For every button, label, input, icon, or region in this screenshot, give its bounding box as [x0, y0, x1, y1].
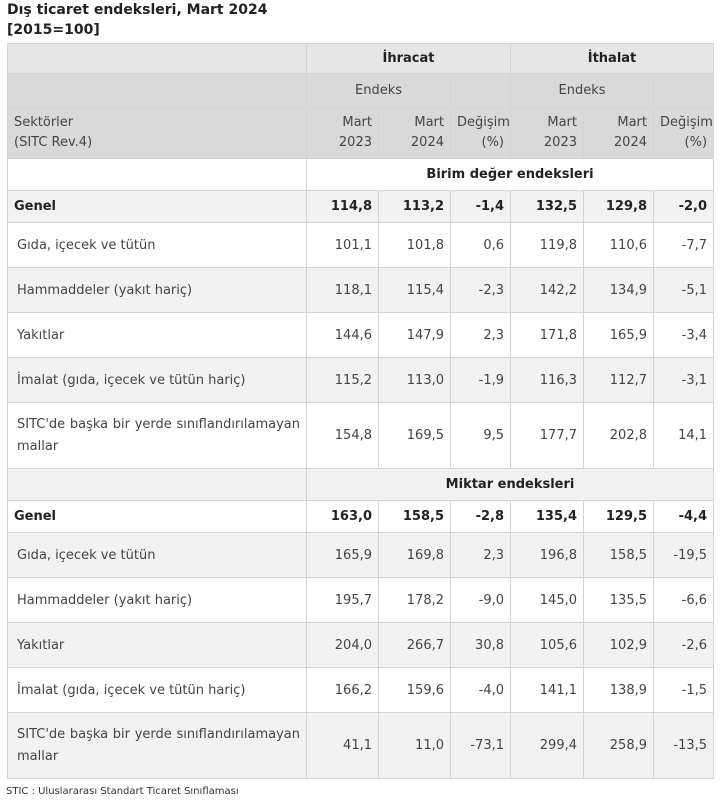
header-empty [652, 73, 715, 108]
table-row-genel: Genel 114,8 113,2 -1,4 132,5 129,8 -2,0 [7, 190, 715, 223]
section-row-birim-deger: Birim değer endeksleri [7, 158, 715, 191]
header-ihracat-mart-2023: Mart 2023 [306, 107, 379, 159]
header-ihracat-endeks: Endeks [306, 73, 451, 108]
table-row: İmalat (gıda, içecek ve tütün hariç) 115… [7, 357, 715, 403]
footnote: STIC : Uluslararası Standart Ticaret Sın… [6, 786, 239, 797]
header-empty [7, 73, 307, 108]
page-title: Dış ticaret endeksleri, Mart 2024 [7, 2, 268, 18]
table-row: İmalat (gıda, içecek ve tütün hariç) 166… [7, 667, 715, 713]
header-ithalat: İthalat [509, 43, 715, 74]
base-year-note: [2015=100] [7, 22, 100, 38]
header-ithalat-mart-2024: Mart 2024 [583, 107, 654, 159]
header-empty [7, 43, 307, 74]
table-row: Hammaddeler (yakıt hariç) 118,1 115,4 -2… [7, 267, 715, 313]
header-ihracat: İhracat [306, 43, 511, 74]
header-ithalat-degisim: Değişim (%) [652, 107, 715, 159]
section-title: Miktar endeksleri [305, 468, 715, 501]
header-empty [450, 73, 511, 108]
section-row-miktar: Miktar endeksleri [7, 468, 715, 501]
trade-index-table: İhracat İthalat Endeks Endeks Sektörler … [7, 43, 715, 779]
header-ihracat-mart-2024: Mart 2024 [378, 107, 451, 159]
header-ithalat-endeks: Endeks [510, 73, 654, 108]
header-ithalat-mart-2023: Mart 2023 [510, 107, 584, 159]
header-sektorler: Sektörler (SITC Rev.4) [7, 107, 307, 159]
table-row-genel: Genel 163,0 158,5 -2,8 135,4 129,5 -4,4 [7, 500, 715, 533]
section-title: Birim değer endeksleri [305, 158, 715, 191]
table-row: SITC'de başka bir yerde sınıflandırılama… [7, 712, 715, 779]
table-row: SITC'de başka bir yerde sınıflandırılama… [7, 402, 715, 469]
table-row: Yakıtlar 204,0 266,7 30,8 105,6 102,9 -2… [7, 622, 715, 668]
table-row: Hammaddeler (yakıt hariç) 195,7 178,2 -9… [7, 577, 715, 623]
header-ihracat-degisim: Değişim (%) [450, 107, 511, 159]
table-row: Yakıtlar 144,6 147,9 2,3 171,8 165,9 -3,… [7, 312, 715, 358]
table-row: Gıda, içecek ve tütün 101,1 101,8 0,6 11… [7, 222, 715, 268]
table-row: Gıda, içecek ve tütün 165,9 169,8 2,3 19… [7, 532, 715, 578]
